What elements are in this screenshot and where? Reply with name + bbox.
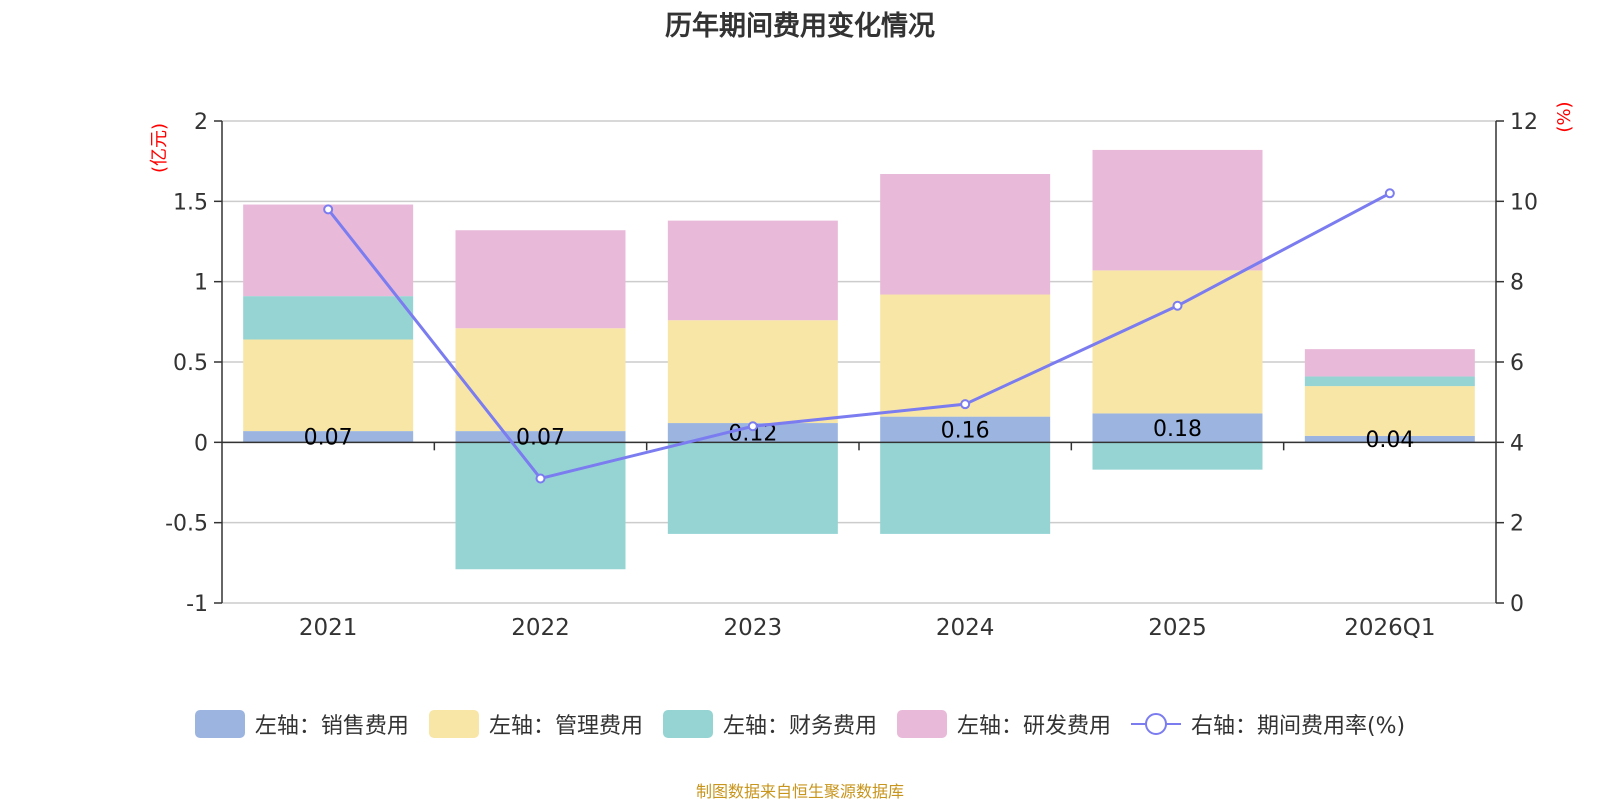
bar-data-label: 0.07 [304,426,353,451]
bar-segment [243,339,414,432]
bar-labels: 0.07 0.07 0.12 0.16 0.18 0.04 [304,417,1415,453]
line-series [323,188,1395,484]
data-source-note: 制图数据来自恒生聚源数据库 [695,782,904,801]
right-tick-label: 10 [1510,190,1538,215]
bar-segment [455,230,626,329]
legend-item[interactable]: 左轴：管理费用 [428,708,643,740]
bar-segment [455,328,626,432]
bar-data-label: 0.18 [1153,417,1202,442]
rate-point [1172,300,1183,311]
x-tick-label: 2024 [936,615,995,641]
rate-point [323,204,334,215]
rate-line [326,191,1391,481]
legend-label: 左轴：销售费用 [254,714,409,739]
legend: 左轴：销售费用 左轴：管理费用 左轴：财务费用 左轴：研发费用 右轴：期间费用率(%) [0,708,1600,740]
legend-item[interactable]: 右轴：期间费用率(%) [1130,708,1406,740]
legend-item[interactable]: 左轴：研发费用 [896,708,1111,740]
bar-segment [667,442,838,534]
bar-data-label: 0.04 [1365,428,1414,453]
rate-point [747,421,758,432]
bar-segment [1092,442,1263,470]
bar-segment [880,294,1051,417]
x-tick-label: 2026Q1 [1344,615,1435,641]
rate-point [1384,188,1395,199]
left-axis-title: (亿元) [149,123,170,173]
right-tick-label: 4 [1510,431,1524,456]
bar-segment [1092,270,1263,414]
bar-segment [455,431,626,443]
legend-swatch [194,710,245,738]
left-tick-label: 2 [194,110,208,135]
left-tick-label: -0.5 [165,512,208,537]
bar-segment [1304,435,1475,443]
bar-series [243,149,1475,570]
bar-segment [1092,413,1263,443]
bar-segment [1304,376,1475,387]
bar-segment [880,442,1051,534]
legend-swatch [662,710,713,738]
x-tick-label: 2023 [724,615,783,641]
bar-segment [667,320,838,424]
right-tick-label: 8 [1510,271,1524,296]
left-tick-label: -1 [186,592,208,617]
legend-marker [1144,713,1167,735]
bar-segment [1304,349,1475,377]
left-tick-label: 1.5 [173,190,208,215]
bar-segment [243,296,414,340]
bar-segment [667,220,838,321]
right-axis-title: (%) [1554,101,1575,132]
legend-label: 左轴：研发费用 [956,714,1111,739]
legend-line-swatch [1130,713,1181,735]
right-tick-label: 12 [1510,110,1538,135]
rate-point [535,473,546,484]
bar-segment [1092,149,1263,271]
x-tick-label: 2022 [511,615,570,641]
chart-title: 历年期间费用变化情况 [665,11,935,42]
left-tick-label: 0.5 [173,351,208,376]
bar-segment [880,174,1051,295]
right-tick-label: 2 [1510,512,1524,537]
bar-segment [243,431,414,443]
left-tick-label: 0 [194,431,208,456]
legend-label: 左轴：财务费用 [722,714,877,739]
right-tick-label: 0 [1510,592,1524,617]
bar-segment [880,416,1051,443]
x-tick-label: 2021 [299,615,358,641]
legend-label: 左轴：管理费用 [488,714,643,739]
x-tick-label: 2025 [1148,615,1207,641]
rate-point [960,399,971,410]
legend-item[interactable]: 左轴：销售费用 [194,708,409,740]
legend-item[interactable]: 左轴：财务费用 [662,708,877,740]
legend-swatch [428,710,479,738]
legend-swatch [896,710,947,738]
legend-label: 右轴：期间费用率(%) [1190,714,1406,739]
right-tick-label: 6 [1510,351,1524,376]
left-tick-label: 1 [194,271,208,296]
bar-data-label: 0.07 [516,426,565,451]
bar-data-label: 0.16 [941,418,990,443]
bar-segment [1304,386,1475,436]
bar-segment [455,442,626,570]
